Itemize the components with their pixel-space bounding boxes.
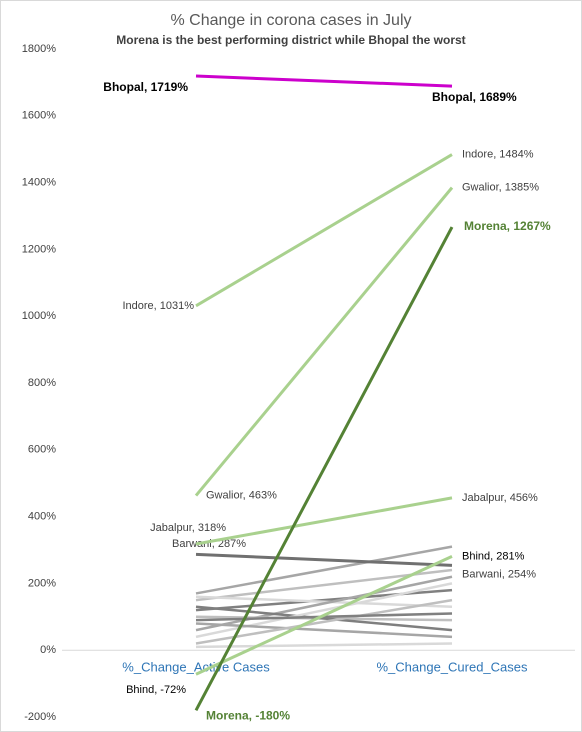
slope-line	[195, 595, 453, 609]
x-tick-label: %_Change_Cured_Cases	[376, 660, 528, 675]
data-label: Morena, 1267%	[464, 219, 551, 233]
data-label: Barwani, 287%	[172, 538, 246, 550]
slope-line	[195, 605, 453, 632]
data-label: Bhind, 281%	[462, 550, 525, 562]
slope-line	[195, 598, 453, 645]
data-label: Indore, 1484%	[462, 148, 534, 160]
y-tick-label: 1200%	[22, 243, 56, 255]
data-label: Bhopal, 1719%	[103, 80, 188, 94]
y-tick-label: 0%	[40, 644, 56, 656]
x-tick-label: %_Change_Active Cases	[122, 660, 270, 675]
y-tick-label: 1000%	[22, 310, 56, 322]
slope-line	[195, 575, 453, 632]
slope-line	[195, 552, 453, 567]
slope-line	[195, 642, 453, 649]
data-label: Bhopal, 1689%	[432, 90, 517, 104]
y-tick-label: -200%	[24, 711, 56, 723]
y-tick-label: 400%	[28, 511, 56, 523]
y-tick-label: 1400%	[22, 177, 56, 189]
slope-line	[195, 545, 453, 595]
slope-line	[195, 74, 453, 88]
data-label: Barwani, 254%	[462, 568, 536, 580]
chart-title: % Change in corona cases in July	[170, 12, 411, 29]
slope-line	[195, 153, 453, 308]
slope-line	[195, 554, 453, 676]
slope-line	[195, 496, 453, 546]
chart-subtitle: Morena is the best performing district w…	[116, 33, 465, 47]
slope-line	[194, 226, 454, 712]
y-tick-label: 1600%	[22, 110, 56, 122]
data-label: Jabalpur, 456%	[462, 492, 538, 504]
data-label: Gwalior, 463%	[206, 489, 277, 501]
data-label: Jabalpur, 318%	[150, 522, 226, 534]
data-label: Bhind, -72%	[126, 684, 186, 696]
y-tick-label: 1800%	[22, 43, 56, 55]
y-tick-label: 200%	[28, 577, 56, 589]
data-label: Gwalior, 1385%	[462, 182, 539, 194]
slope-line	[195, 622, 453, 639]
y-tick-label: 600%	[28, 444, 56, 456]
slope-line	[194, 186, 454, 497]
y-tick-label: 800%	[28, 377, 56, 389]
data-label: Morena, -180%	[206, 708, 290, 722]
data-label: Indore, 1031%	[122, 300, 194, 312]
